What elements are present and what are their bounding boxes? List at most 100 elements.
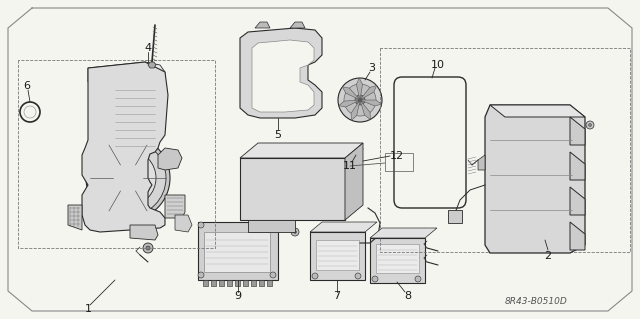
Polygon shape <box>570 187 585 215</box>
Circle shape <box>260 57 296 93</box>
Circle shape <box>312 273 318 279</box>
Bar <box>376 244 419 273</box>
Circle shape <box>551 107 559 115</box>
Bar <box>550 190 572 214</box>
Circle shape <box>556 232 566 242</box>
Polygon shape <box>290 22 305 28</box>
Text: 1: 1 <box>84 304 92 314</box>
Polygon shape <box>490 105 585 117</box>
Circle shape <box>138 230 142 234</box>
Circle shape <box>504 109 506 113</box>
Bar <box>243 280 248 286</box>
Circle shape <box>552 123 570 141</box>
Bar <box>276 222 281 230</box>
Bar <box>370 238 425 283</box>
Circle shape <box>559 165 563 169</box>
Polygon shape <box>240 143 363 158</box>
Bar <box>550 225 572 249</box>
Polygon shape <box>248 220 295 232</box>
Circle shape <box>20 102 40 122</box>
Polygon shape <box>349 145 363 153</box>
Circle shape <box>198 222 204 228</box>
Circle shape <box>552 158 570 176</box>
Bar <box>550 155 572 179</box>
Bar <box>211 280 216 286</box>
Circle shape <box>165 154 175 164</box>
Bar <box>204 232 270 272</box>
Circle shape <box>552 193 570 211</box>
Polygon shape <box>82 62 168 232</box>
Bar <box>251 280 256 286</box>
Polygon shape <box>158 148 182 170</box>
Circle shape <box>586 121 594 129</box>
Circle shape <box>358 98 362 102</box>
Text: 11: 11 <box>343 161 357 171</box>
Circle shape <box>270 222 276 228</box>
Circle shape <box>338 78 382 122</box>
Circle shape <box>559 130 563 134</box>
Circle shape <box>86 136 170 220</box>
Polygon shape <box>356 78 362 100</box>
Bar <box>267 280 272 286</box>
Text: 10: 10 <box>431 60 445 70</box>
Text: 12: 12 <box>390 151 404 161</box>
Circle shape <box>270 272 276 278</box>
Polygon shape <box>570 222 585 250</box>
Circle shape <box>146 246 150 250</box>
Circle shape <box>198 272 204 278</box>
Bar <box>259 280 264 286</box>
Polygon shape <box>68 205 82 230</box>
Polygon shape <box>175 215 192 232</box>
Circle shape <box>344 84 376 116</box>
Polygon shape <box>485 105 585 253</box>
Circle shape <box>501 107 509 115</box>
Polygon shape <box>148 62 156 68</box>
Circle shape <box>556 197 566 207</box>
Text: 8R43-B0510D: 8R43-B0510D <box>505 298 568 307</box>
Circle shape <box>449 213 455 219</box>
Bar <box>227 280 232 286</box>
Circle shape <box>589 123 591 127</box>
Bar <box>284 222 289 230</box>
Bar <box>316 240 359 270</box>
Circle shape <box>556 127 566 137</box>
Circle shape <box>100 150 156 206</box>
Bar <box>203 280 208 286</box>
Polygon shape <box>165 195 185 218</box>
Circle shape <box>554 109 557 113</box>
Circle shape <box>291 228 299 236</box>
Circle shape <box>559 235 563 239</box>
Polygon shape <box>252 40 314 112</box>
Bar <box>198 222 278 280</box>
Circle shape <box>122 172 134 184</box>
Circle shape <box>552 228 570 246</box>
Bar <box>260 222 265 230</box>
Text: 3: 3 <box>369 63 376 73</box>
Bar <box>268 222 273 230</box>
Text: 6: 6 <box>24 81 31 91</box>
Bar <box>385 153 413 171</box>
Bar <box>550 120 572 144</box>
Circle shape <box>415 276 421 282</box>
Circle shape <box>148 230 152 234</box>
Polygon shape <box>570 117 585 145</box>
Bar <box>219 280 224 286</box>
Text: 8: 8 <box>404 291 412 301</box>
Bar <box>240 158 345 220</box>
Polygon shape <box>88 62 165 85</box>
Polygon shape <box>255 22 270 28</box>
Circle shape <box>133 230 137 234</box>
Polygon shape <box>478 155 485 170</box>
Polygon shape <box>360 100 381 106</box>
Circle shape <box>355 273 361 279</box>
Text: 9: 9 <box>234 291 241 301</box>
Polygon shape <box>370 228 437 238</box>
Polygon shape <box>570 152 585 180</box>
Bar <box>310 232 365 280</box>
Polygon shape <box>130 225 158 240</box>
Bar <box>252 222 257 230</box>
Circle shape <box>355 95 365 105</box>
Circle shape <box>143 243 153 253</box>
Text: 5: 5 <box>275 130 282 140</box>
Polygon shape <box>310 222 377 232</box>
